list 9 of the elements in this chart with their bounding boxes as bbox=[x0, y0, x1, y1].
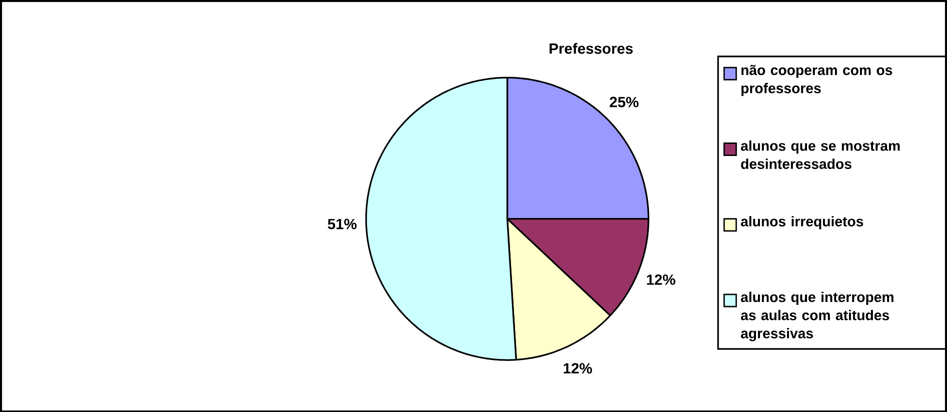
legend-label: alunos que interropem as aulas com atitudes agressivas bbox=[740, 291, 894, 342]
data-label: 51% bbox=[328, 218, 357, 230]
legend-label: não cooperam com os professores bbox=[741, 64, 892, 96]
data-label: 25% bbox=[610, 96, 638, 108]
chart-title: Prefessores bbox=[550, 42, 633, 54]
data-label: 12% bbox=[647, 274, 676, 285]
legend-label: alunos que se mostram desinteressados bbox=[740, 140, 900, 169]
legend-label: alunos irrequietos bbox=[740, 216, 864, 230]
data-label: 12% bbox=[564, 362, 592, 374]
